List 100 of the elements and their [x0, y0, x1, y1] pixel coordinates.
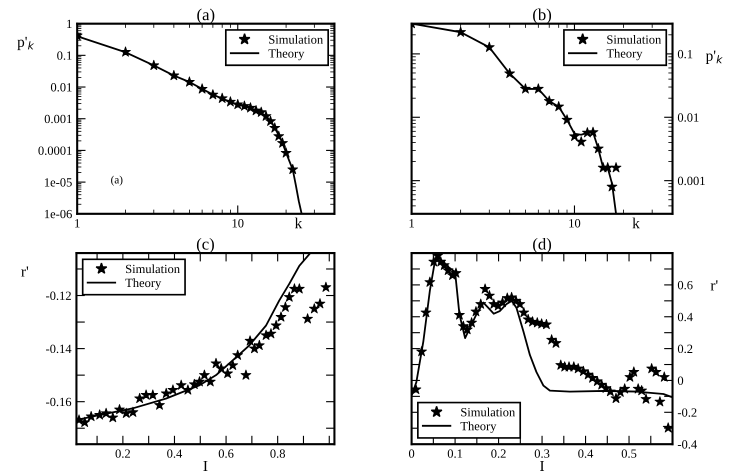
point: [550, 338, 562, 348]
legend-label: Simulation: [607, 34, 662, 44]
y-axis-title: p'$_{k}$: [17, 36, 34, 50]
x-axis-title: I: [203, 460, 208, 471]
point: [514, 298, 526, 309]
y-tick-label: 1e-05: [44, 178, 72, 187]
point: [654, 396, 666, 406]
point: [302, 313, 313, 324]
legend-label: Theory: [460, 422, 496, 433]
point: [108, 412, 118, 422]
legend-label: Simulation: [461, 408, 516, 416]
legend-label: Theory: [125, 278, 162, 290]
x-tick-label: 1: [410, 219, 414, 228]
legend-label: Simulation: [269, 34, 323, 44]
point: [194, 376, 205, 386]
x-tick-label: 0.5: [622, 449, 636, 458]
annotation: (a): [111, 176, 122, 186]
y-tick-label: 0.6: [678, 280, 693, 290]
y-tick-label: -0.16: [46, 398, 72, 406]
x-tick-label: 0.4: [167, 449, 182, 458]
x-tick-label: 0.4: [578, 449, 594, 458]
point: [450, 268, 462, 278]
point: [284, 292, 295, 302]
x-tick-label: 0.3: [534, 449, 550, 458]
point: [624, 372, 636, 382]
point: [94, 409, 105, 420]
point: [216, 362, 226, 374]
point: [210, 358, 222, 368]
y-tick-label: 0.01: [678, 113, 699, 122]
y-tick-label: -0.2: [678, 408, 696, 417]
y-tick-label: -0.4: [678, 440, 697, 449]
point: [662, 422, 673, 432]
point: [154, 400, 165, 410]
y-tick-label: 0.0001: [38, 146, 72, 155]
point: [114, 404, 125, 414]
point: [416, 346, 427, 356]
legend-label: Simulation: [126, 264, 180, 274]
point: [222, 368, 233, 378]
y-tick-label: 0.1: [678, 50, 692, 58]
point: [182, 384, 194, 395]
chart-title: (a): [197, 8, 214, 24]
point: [424, 276, 436, 287]
x-tick-label: 0: [408, 449, 414, 458]
point: [86, 410, 96, 422]
y-tick-label: 0.001: [44, 114, 72, 124]
point: [128, 406, 138, 417]
point: [480, 283, 490, 294]
point: [270, 320, 282, 330]
y-tick-label: 1e-06: [44, 210, 72, 218]
point: [475, 298, 486, 309]
chart-title: (c): [196, 238, 214, 254]
point: [484, 290, 495, 300]
chart-title: (d): [533, 238, 552, 254]
point: [619, 383, 630, 394]
x-axis-title: I: [540, 460, 544, 471]
point: [199, 370, 210, 380]
x-tick-label: 0.1: [448, 449, 462, 458]
point: [454, 309, 465, 320]
legend-label: Theory: [268, 48, 304, 60]
point: [640, 394, 652, 404]
y-tick-label: 0.1: [57, 51, 72, 60]
y-axis-title: r': [21, 266, 28, 277]
y2-axis-title: r': [710, 280, 718, 290]
point: [610, 392, 622, 404]
chart-title: (b): [533, 8, 552, 24]
x-tick-label: 1: [75, 219, 80, 228]
point: [254, 340, 265, 350]
point: [308, 303, 320, 314]
point: [276, 311, 286, 322]
point: [438, 260, 450, 270]
point: [240, 370, 252, 380]
point: [658, 372, 670, 382]
point: [232, 350, 243, 360]
point: [605, 386, 616, 396]
y2-axis-title: p'$_{k}$: [706, 50, 723, 64]
x-tick-label: 0.2: [116, 449, 130, 458]
point: [134, 392, 145, 404]
point: [497, 297, 508, 308]
point: [120, 408, 132, 418]
legend-label: Theory: [606, 48, 642, 60]
y-tick-label: 0: [678, 376, 684, 385]
y-tick-label: -0.12: [46, 292, 71, 300]
x-tick-label: 0.8: [270, 449, 286, 458]
x-tick-label: 10: [569, 219, 580, 228]
x-tick-label: 0.6: [218, 449, 234, 458]
y-tick-label: -0.14: [46, 344, 72, 354]
point: [176, 380, 186, 390]
point: [412, 384, 422, 394]
point: [100, 408, 112, 418]
y-tick-label: 0.2: [678, 344, 692, 354]
point: [420, 307, 432, 318]
point: [442, 264, 454, 275]
point: [314, 298, 326, 308]
point: [244, 335, 256, 346]
point: [294, 283, 305, 294]
point: [266, 328, 276, 338]
point: [518, 307, 530, 318]
x-tick-label: 10: [232, 219, 244, 228]
point: [650, 366, 662, 377]
point: [160, 388, 172, 398]
